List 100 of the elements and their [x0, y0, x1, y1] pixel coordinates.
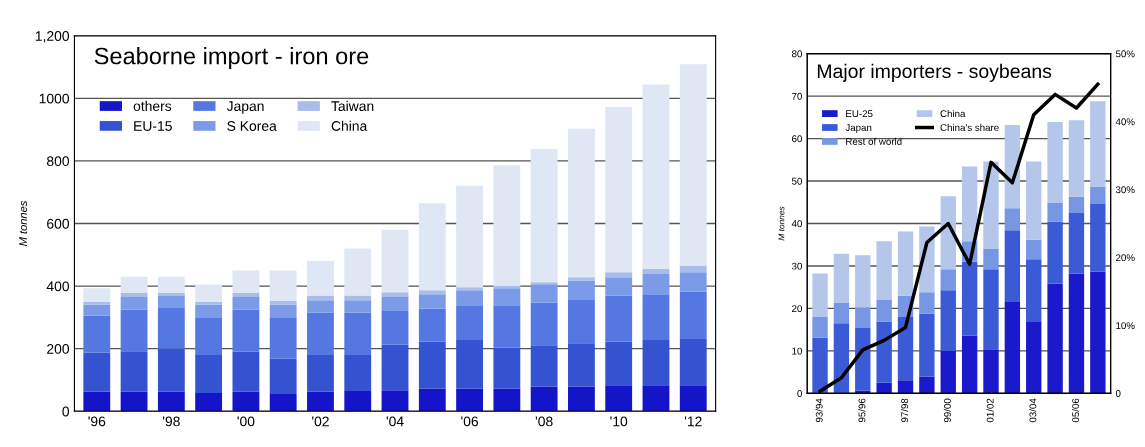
bar	[983, 349, 999, 394]
bar	[605, 385, 633, 412]
bar	[195, 301, 223, 305]
bar	[833, 323, 850, 394]
y-tick-label: 1,200	[35, 31, 70, 43]
bar	[642, 294, 670, 340]
bar	[381, 297, 409, 312]
x-tick-label: '04	[386, 416, 404, 427]
bar	[232, 391, 260, 412]
legend-label: China	[940, 109, 966, 118]
bar	[307, 261, 334, 296]
bar	[195, 317, 223, 355]
bar	[120, 292, 148, 298]
bar	[269, 394, 297, 412]
bar	[679, 265, 707, 273]
bar	[344, 390, 372, 412]
bar	[897, 231, 914, 296]
bar	[568, 299, 595, 344]
y2-tick-label: 0	[1115, 390, 1121, 397]
bar	[897, 316, 914, 381]
bar	[679, 385, 707, 412]
y-tick-label: 400	[46, 281, 70, 292]
bar	[679, 64, 707, 266]
bar	[642, 268, 670, 274]
y2-tick-label: 50%	[1115, 50, 1135, 58]
y2-tick-label: 40%	[1115, 118, 1135, 126]
bar	[605, 341, 633, 386]
bar	[418, 294, 446, 309]
legend-label: others	[133, 100, 172, 112]
bar	[307, 391, 334, 412]
bar	[456, 339, 483, 389]
x-tick-label: 95/96	[858, 398, 866, 423]
bar	[1047, 221, 1063, 284]
y-tick-label: 0	[797, 390, 802, 397]
bar	[1090, 271, 1106, 394]
bar	[679, 291, 707, 339]
bar	[493, 388, 521, 412]
bar	[605, 272, 633, 278]
bar	[307, 312, 334, 355]
bar	[1090, 203, 1106, 272]
bar	[605, 107, 633, 273]
bar	[642, 273, 670, 295]
bar	[195, 393, 223, 412]
bar	[83, 391, 111, 412]
legend-label: S Korea	[227, 121, 277, 131]
bar	[381, 344, 409, 391]
bar	[897, 380, 914, 394]
y-tick-label: 40	[791, 220, 802, 228]
bar	[83, 304, 111, 316]
bar	[157, 391, 185, 412]
x-tick-label: 01/02	[986, 398, 994, 423]
bar	[307, 300, 334, 313]
bar	[940, 290, 956, 351]
bar	[344, 248, 372, 296]
bar	[344, 354, 372, 391]
bar	[195, 354, 223, 394]
bar	[1004, 302, 1021, 394]
x-tick-label: 99/00	[943, 398, 951, 423]
bar	[157, 292, 185, 297]
bar	[1026, 239, 1042, 260]
bar	[157, 307, 185, 349]
bar	[418, 203, 446, 291]
bar	[493, 286, 521, 289]
bar	[120, 391, 148, 412]
bar	[812, 316, 828, 338]
y2-tick-label: 10%	[1116, 322, 1135, 330]
y-tick-label: 200	[47, 343, 70, 354]
y-tick-label: 30	[791, 262, 802, 270]
bar	[232, 297, 260, 310]
bar	[1047, 122, 1063, 204]
bar	[1068, 212, 1085, 274]
bar	[232, 270, 260, 293]
bar	[493, 305, 521, 348]
bar	[530, 386, 558, 412]
bar	[83, 288, 111, 302]
bar	[568, 343, 595, 387]
bar	[530, 284, 558, 303]
bar	[1026, 322, 1042, 394]
y-tick-label: 800	[47, 156, 70, 167]
bar	[195, 284, 223, 302]
bar	[381, 229, 409, 293]
bar	[876, 321, 892, 383]
bar	[642, 84, 670, 269]
bar	[530, 345, 558, 387]
bar	[568, 280, 595, 300]
bar	[456, 290, 483, 307]
bar	[493, 165, 521, 287]
bar	[855, 255, 871, 308]
bar	[1090, 186, 1106, 204]
bar	[493, 347, 521, 389]
legend-label: Japan	[845, 124, 872, 133]
bar	[344, 312, 372, 355]
bar	[307, 354, 334, 392]
bar	[344, 300, 372, 313]
bar	[642, 385, 670, 412]
bar	[418, 290, 446, 295]
bar	[961, 261, 978, 336]
bar	[418, 388, 446, 412]
y-axis-title: M tonnes	[19, 200, 28, 247]
legend-label: EU-15	[134, 121, 172, 131]
